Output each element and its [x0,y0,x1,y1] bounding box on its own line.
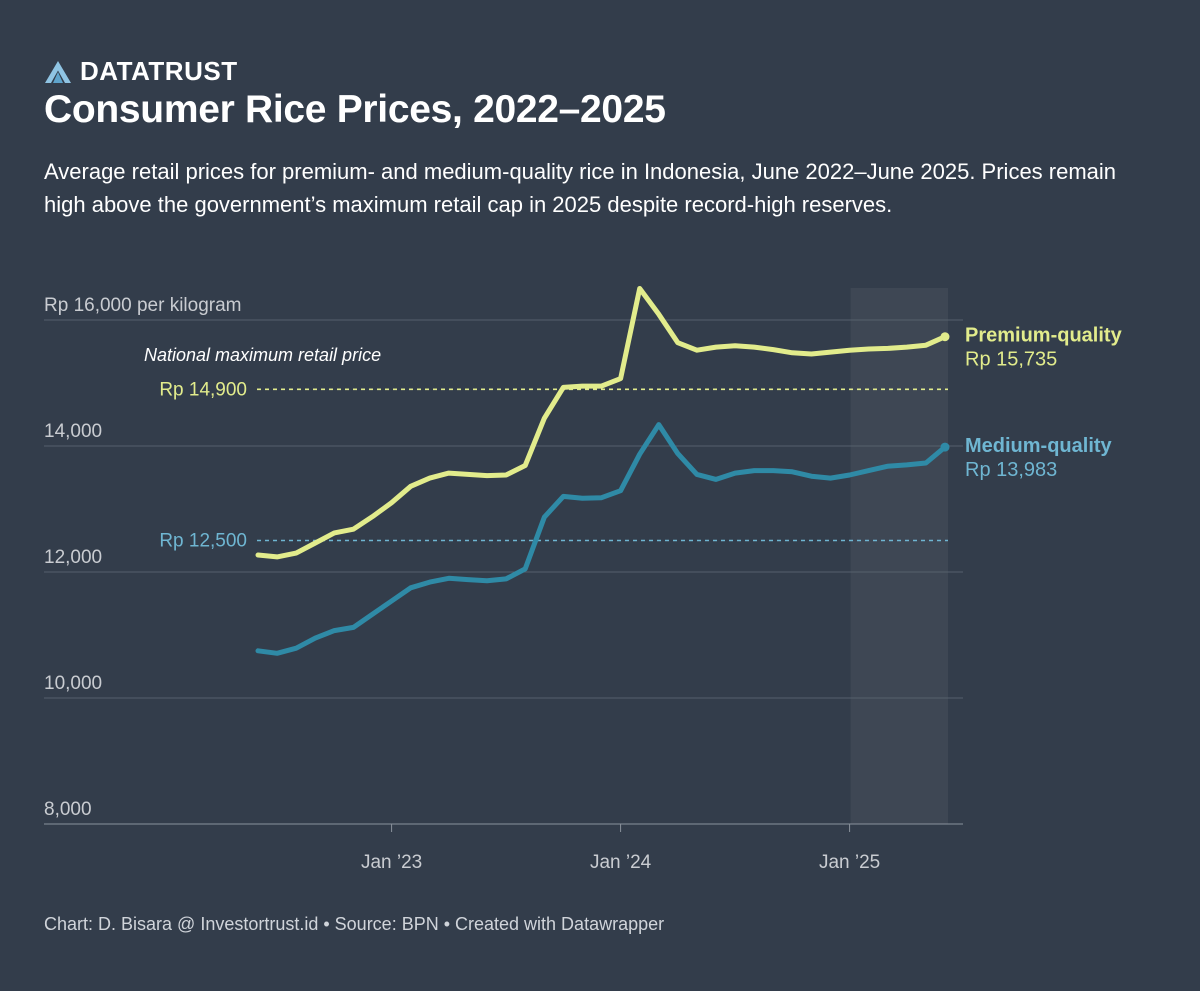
y-tick-label: 10,000 [44,673,102,694]
series-end-point [940,442,950,452]
series-line-premium [255,286,948,560]
shaded-period [850,288,948,824]
series-value-label: Rp 15,735 [965,349,1057,371]
chart-subtitle: Average retail prices for premium- and m… [44,159,1117,217]
series-line-medium [255,422,948,656]
reference-line-label: Rp 14,900 [159,379,247,400]
grid-lines [44,319,963,825]
reference-lines: Rp 14,900 Rp 12,500 [159,379,948,552]
reference-line-label: Rp 12,500 [159,531,247,552]
series-end-point [940,332,950,342]
y-tick-label: 14,000 [44,421,102,442]
y-tick-label: 12,000 [44,547,102,568]
series-name-label: Premium-quality [965,325,1123,347]
chart-footer: Chart: D. Bisara @ Investortrust.id • So… [44,914,665,934]
series-lines [255,286,950,656]
brand: DATATRUST [44,56,238,87]
x-tick-label: Jan ’24 [590,852,652,873]
series-name-label: Medium-quality [965,435,1113,457]
series-value-label: Rp 13,983 [965,459,1057,481]
y-tick-label: Rp 16,000 per kilogram [44,295,242,316]
x-axis: Jan ’23 Jan ’24 Jan ’25 [361,824,880,873]
x-tick-label: Jan ’25 [819,852,880,873]
y-tick-label: 8,000 [44,799,92,820]
x-tick-label: Jan ’23 [361,852,422,873]
brand-name: DATATRUST [80,56,238,86]
brand-logo-icon [45,60,71,83]
annotation-max-retail-price: National maximum retail price [144,345,381,365]
y-tick-labels: Rp 16,000 per kilogram 14,000 12,000 10,000… [44,295,242,820]
chart-title: Consumer Rice Prices, 2022–2025 [44,88,666,131]
